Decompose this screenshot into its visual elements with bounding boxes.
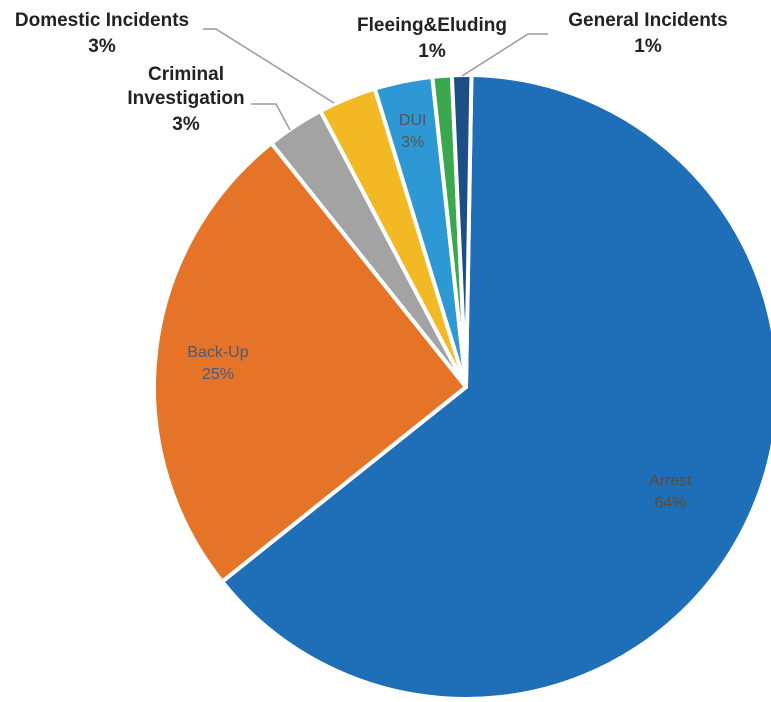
label-dui-percent: 3% [401,134,424,151]
slice-back-up [152,141,468,584]
leader-line-general-incidents [461,33,548,77]
leader-line-domestic-incidents [203,28,335,104]
label-general-incidents: General Incidents 1% [568,10,727,57]
label-general-incidents-category: General Incidents [568,10,727,31]
label-arrest: Arrest 64% [649,473,692,512]
label-general-incidents-percent: 1% [634,36,662,57]
label-back-up: Back-Up 25% [187,344,248,383]
label-criminal-investigation-percent: 3% [172,114,200,135]
label-dui: DUI 3% [399,112,427,151]
slice-general-incidents [449,73,474,389]
leader-line-criminal-investigation [251,103,291,131]
label-domestic-incidents: Domestic Incidents 3% [15,10,189,57]
label-fleeing-eluding-percent: 1% [418,41,446,62]
label-criminal-investigation-category: Criminal [148,64,224,85]
label-criminal-investigation: Criminal Investigation 3% [127,64,244,135]
label-arrest-percent: 64% [654,495,686,512]
leader-lines [203,28,548,131]
label-fleeing-eluding-category: Fleeing&Eluding [357,15,507,36]
slice-labels: Arrest 64% Back-Up 25% Criminal Investigation… [15,10,728,512]
label-domestic-incidents-percent: 3% [88,36,116,57]
label-arrest-category: Arrest [649,473,692,490]
label-criminal-investigation-category: Investigation [127,88,244,109]
label-domestic-incidents-category: Domestic Incidents [15,10,189,31]
pie-slices [152,73,771,701]
label-fleeing-eluding: Fleeing&Eluding 1% [357,15,507,62]
slice-arrest [220,73,771,701]
label-dui-category: DUI [399,112,427,129]
label-back-up-percent: 25% [202,366,234,383]
label-back-up-category: Back-Up [187,344,248,361]
